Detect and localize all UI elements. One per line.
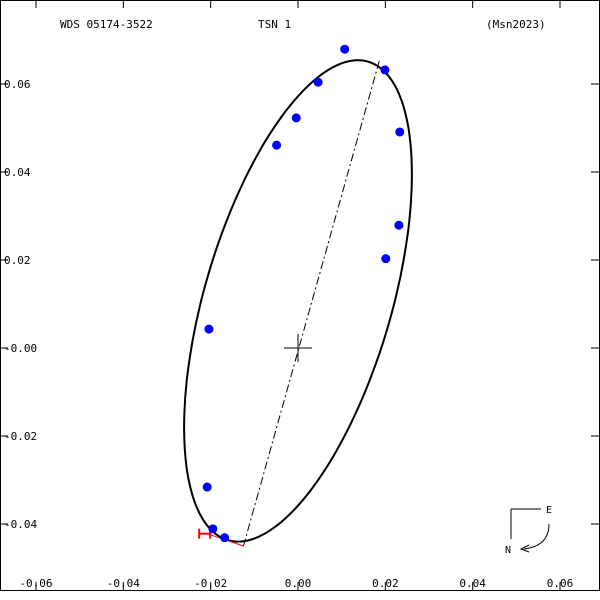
observation-point	[313, 77, 323, 87]
orbit-layer	[183, 59, 413, 547]
x-tick-label: -0.04	[107, 577, 140, 590]
observation-point	[220, 533, 230, 543]
observation-point	[381, 254, 391, 264]
observation-point	[340, 44, 350, 54]
header-reference: (Msn2023)	[486, 18, 546, 31]
y-tick-label: 0.02	[4, 254, 31, 267]
header-designation: WDS 05174-3522	[60, 18, 153, 31]
line-of-apsides	[242, 60, 380, 547]
x-tick-label: 0.06	[547, 577, 574, 590]
observation-point	[204, 324, 214, 334]
observation-point	[291, 113, 301, 123]
y-tick-label: 0.04	[4, 166, 31, 179]
compass-north-label: N	[505, 545, 511, 556]
observation-point	[394, 220, 404, 230]
observation-point	[202, 482, 212, 492]
observation-point	[272, 140, 282, 150]
observation-point	[208, 524, 218, 534]
observation-point	[380, 65, 390, 75]
x-tick-label: 0.02	[372, 577, 399, 590]
x-tick-label: -0.06	[19, 577, 52, 590]
x-tick-label: 0.00	[285, 577, 312, 590]
compass-arrow	[523, 523, 550, 550]
y-tick-label: -0.04	[4, 518, 37, 531]
y-tick-label: 0.06	[4, 78, 31, 91]
orbit-ellipse	[183, 59, 413, 543]
compass-east-label: E	[546, 505, 552, 516]
y-tick-label: -0.02	[4, 430, 37, 443]
x-tick-label: -0.02	[194, 577, 227, 590]
y-tick-label: -0.00	[4, 342, 37, 355]
compass: E N	[505, 505, 552, 556]
x-tick-label: 0.04	[459, 577, 486, 590]
header-discoverer: TSN 1	[258, 18, 291, 31]
compass-arrowhead-icon	[519, 544, 530, 553]
observation-point	[395, 127, 405, 137]
observation-points	[202, 44, 405, 543]
